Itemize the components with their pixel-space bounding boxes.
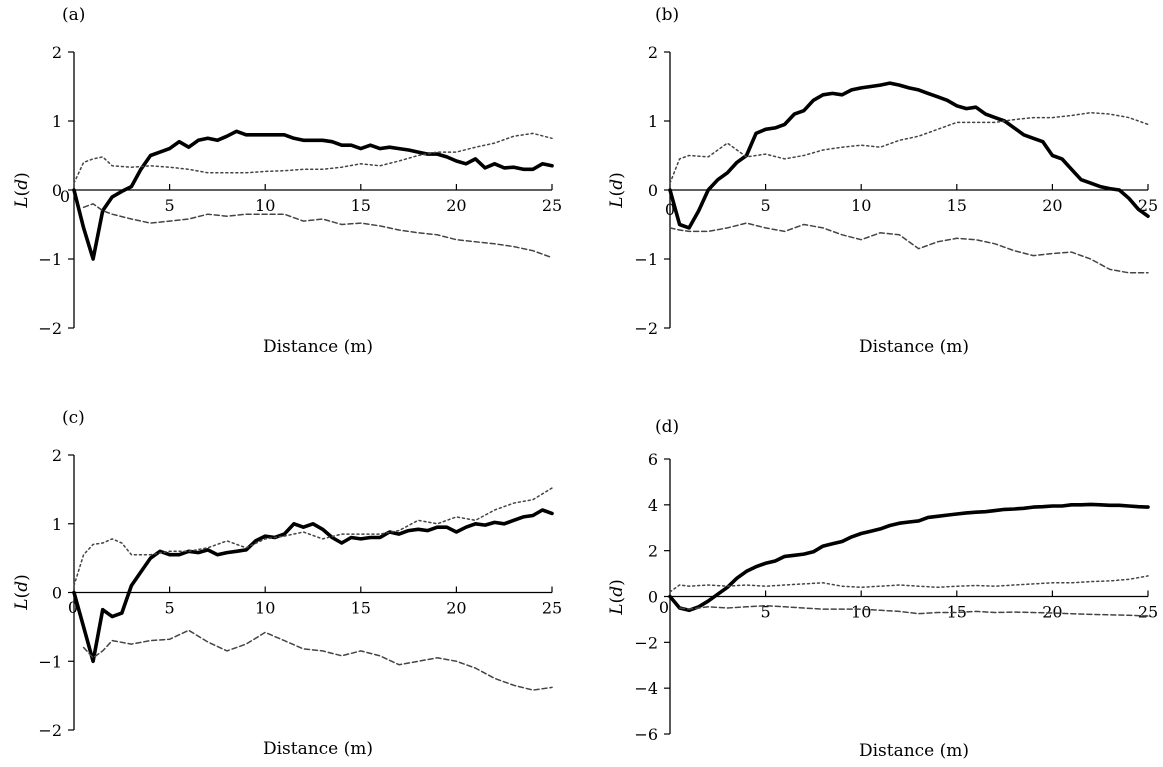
- x-tick-label: 5: [165, 196, 175, 215]
- x-tick-label: 25: [1138, 196, 1158, 215]
- y-axis-title-paren-open: (: [607, 597, 627, 604]
- y-axis-title-var: d: [12, 581, 32, 592]
- x-tick-label: 15: [947, 196, 967, 215]
- x-tick-label: 25: [542, 599, 562, 618]
- y-axis-title-main: L: [607, 196, 627, 208]
- y-tick-label: −1: [38, 652, 62, 671]
- x-tick-label: 20: [446, 196, 466, 215]
- series-line-upper-envelope: [669, 575, 1149, 593]
- x-tick-label: 10: [851, 603, 871, 622]
- y-axis-title-main: L: [12, 196, 32, 208]
- y-axis-title-paren-close: ): [12, 172, 32, 179]
- x-axis-title: Distance (m): [263, 739, 373, 759]
- y-tick-label: 6: [648, 450, 658, 469]
- y-tick-label: 0: [52, 181, 62, 200]
- y-axis-title-var: d: [12, 179, 32, 190]
- x-axis-title: Distance (m): [263, 337, 373, 357]
- y-tick-label: −1: [38, 250, 62, 269]
- y-tick-label: 2: [648, 542, 658, 561]
- y-axis-title-paren-open: (: [12, 190, 32, 197]
- y-tick-label: 1: [52, 112, 62, 131]
- series-line-lower-envelope: [678, 604, 1149, 617]
- x-tick-label: 5: [761, 603, 771, 622]
- x-axis-title: Distance (m): [859, 337, 969, 357]
- x-tick-label: 5: [165, 599, 175, 618]
- y-axis-title: L(d): [607, 172, 627, 208]
- series-line-upper-envelope: [73, 132, 553, 184]
- y-tick-label: −2: [634, 319, 658, 338]
- y-tick-label: −2: [38, 319, 62, 338]
- x-tick-label: 15: [351, 196, 371, 215]
- y-tick-label: 0: [52, 584, 62, 603]
- y-tick-label: 2: [648, 43, 658, 62]
- y-axis-title-paren-close: ): [12, 574, 32, 581]
- x-origin-label: 0: [665, 200, 675, 219]
- y-tick-label: 0: [648, 181, 658, 200]
- y-tick-label: 4: [648, 496, 658, 515]
- y-axis-title-var: d: [607, 586, 627, 597]
- x-axis-title: Distance (m): [859, 741, 969, 761]
- y-axis-title: L(d): [12, 574, 32, 610]
- series-line-observed: [72, 508, 554, 664]
- x-tick-label: 10: [851, 196, 871, 215]
- y-tick-label: 1: [52, 515, 62, 534]
- x-tick-label: 5: [761, 196, 771, 215]
- y-axis-title: L(d): [12, 172, 32, 208]
- y-axis-title-paren-close: ): [607, 172, 627, 179]
- panel-label: (b): [655, 5, 679, 25]
- y-axis-title-paren-open: (: [12, 592, 32, 599]
- series-line-observed: [668, 81, 1150, 230]
- series-line-observed: [72, 129, 554, 261]
- y-tick-label: 2: [52, 43, 62, 62]
- y-axis-title: L(d): [607, 579, 627, 615]
- x-tick-label: 20: [1042, 196, 1062, 215]
- x-tick-label: 25: [1138, 603, 1158, 622]
- panel-label: (c): [62, 408, 85, 428]
- series-line-lower-envelope: [669, 222, 1149, 274]
- y-tick-label: −2: [38, 721, 62, 740]
- series-line-observed: [668, 502, 1150, 613]
- x-origin-label: 0: [60, 187, 70, 206]
- x-origin-label: 0: [659, 598, 669, 617]
- x-origin-label: 0: [68, 598, 78, 617]
- series-line-upper-envelope: [669, 111, 1149, 184]
- series-line-lower-envelope: [82, 203, 553, 259]
- y-axis-title-main: L: [607, 603, 627, 615]
- x-tick-label: 15: [351, 599, 371, 618]
- y-tick-label: −1: [634, 250, 658, 269]
- y-tick-label: 0: [648, 588, 658, 607]
- y-tick-label: 2: [52, 446, 62, 465]
- y-tick-label: 1: [648, 112, 658, 131]
- y-axis-title-paren-open: (: [607, 190, 627, 197]
- series-line-lower-envelope: [82, 629, 553, 691]
- x-tick-label: 15: [947, 603, 967, 622]
- y-axis-title-var: d: [607, 179, 627, 190]
- x-tick-label: 10: [255, 196, 275, 215]
- series-line-upper-envelope: [73, 487, 553, 587]
- x-tick-label: 25: [542, 196, 562, 215]
- x-tick-label: 20: [446, 599, 466, 618]
- y-tick-label: −6: [634, 725, 658, 744]
- y-axis-title-paren-close: ): [607, 579, 627, 586]
- panel-label: (d): [655, 417, 679, 437]
- x-tick-label: 20: [1042, 603, 1062, 622]
- y-tick-label: −2: [634, 633, 658, 652]
- y-axis-title-main: L: [12, 598, 32, 610]
- panel-label: (a): [62, 5, 85, 25]
- y-tick-label: −4: [634, 679, 658, 698]
- x-tick-label: 10: [255, 599, 275, 618]
